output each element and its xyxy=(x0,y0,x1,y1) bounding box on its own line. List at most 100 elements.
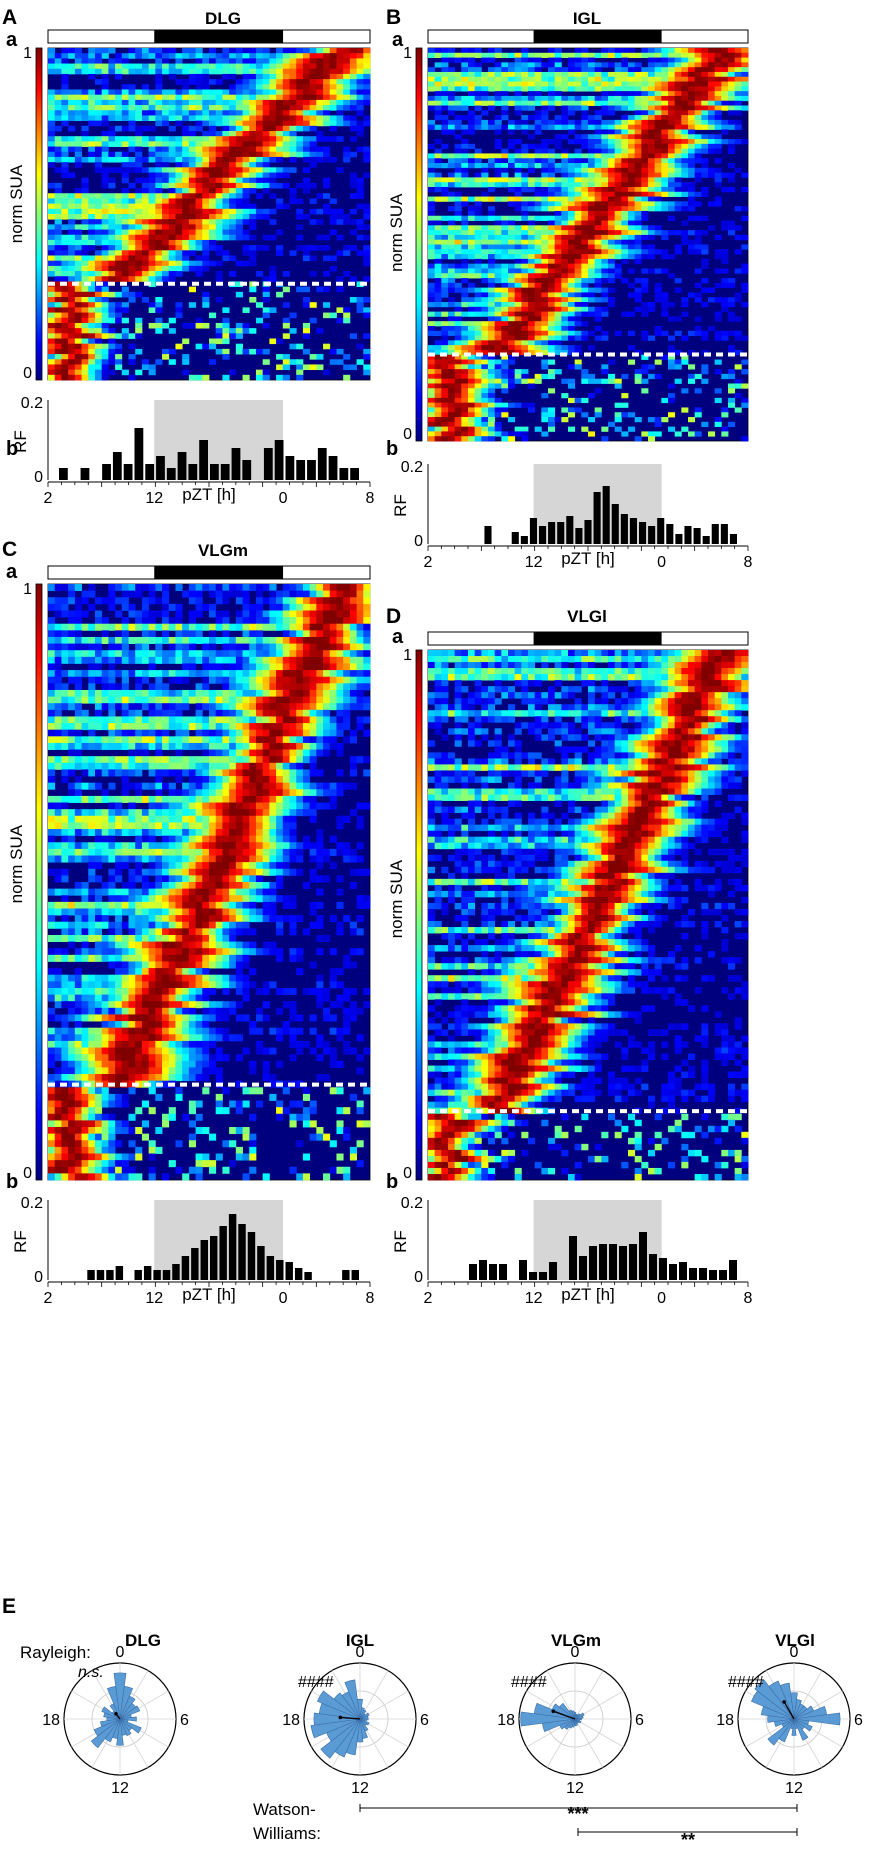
heatmap-cell xyxy=(728,110,736,116)
heatmap-cell xyxy=(215,584,223,592)
heatmap-cell xyxy=(108,105,116,111)
heatmap-cell xyxy=(594,287,602,293)
heatmap-cell xyxy=(121,105,129,111)
heatmap-cell xyxy=(694,167,702,174)
heatmap-cell xyxy=(88,99,96,106)
heatmap-cell xyxy=(323,597,331,605)
heatmap-cell xyxy=(721,426,729,432)
heatmap-cell xyxy=(195,193,203,199)
heatmap-cell xyxy=(289,597,297,605)
heatmap-cell xyxy=(721,81,729,87)
heatmap-cell xyxy=(694,177,702,183)
heatmap-cell xyxy=(108,265,116,272)
heatmap-cell xyxy=(269,338,277,345)
heatmap-cell xyxy=(468,163,476,169)
heatmap-cell xyxy=(588,191,596,197)
heatmap-row-B xyxy=(428,417,722,423)
heatmap-cell xyxy=(54,348,62,355)
heatmap-cell xyxy=(262,156,270,163)
heatmap-cell xyxy=(242,597,250,605)
heatmap-cell xyxy=(688,134,696,140)
heatmap-cell xyxy=(488,397,496,404)
heatmap-cell xyxy=(668,81,676,87)
heatmap-cell xyxy=(614,215,622,221)
heatmap-cell xyxy=(474,124,482,130)
heatmap-cell xyxy=(461,402,469,408)
heatmap-cell xyxy=(728,345,736,351)
heatmap-cell xyxy=(336,214,344,220)
heatmap-cell xyxy=(141,136,150,142)
heatmap-cell xyxy=(668,95,676,102)
heatmap-cell xyxy=(48,328,56,334)
heatmap-cell xyxy=(448,364,456,370)
heatmap-cell xyxy=(262,73,270,80)
heatmap-cell xyxy=(316,193,324,199)
heatmap-cell xyxy=(255,146,264,153)
heatmap-cell xyxy=(115,53,123,59)
heatmap-cell xyxy=(461,100,469,106)
heatmap-cell xyxy=(202,234,210,241)
heatmap-cell xyxy=(229,590,237,598)
heatmap-row-A xyxy=(48,364,371,371)
heatmap-cell xyxy=(162,265,170,272)
heatmap-cell xyxy=(309,597,317,605)
heatmap-cell xyxy=(222,255,230,262)
heatmap-cell xyxy=(594,95,602,102)
heatmap-cell xyxy=(343,99,351,106)
heatmap-cell xyxy=(48,120,56,127)
heatmap-cell xyxy=(474,100,482,106)
heatmap-cell xyxy=(448,402,456,408)
heatmap-cell xyxy=(316,131,324,137)
heatmap-cell xyxy=(554,234,562,241)
heatmap-cell xyxy=(474,206,482,212)
heatmap-cell xyxy=(534,273,542,279)
heatmap-cell xyxy=(309,182,317,189)
heatmap-cell xyxy=(554,417,562,423)
heatmap-cell xyxy=(329,79,337,85)
heatmap-cell xyxy=(175,193,183,199)
heatmap-cell xyxy=(608,373,616,380)
heatmap-cell xyxy=(714,421,722,428)
heatmap-cell xyxy=(641,230,649,236)
heatmap-cell xyxy=(249,79,257,85)
heatmap-cell xyxy=(688,206,696,212)
heatmap-cell xyxy=(162,250,170,256)
heatmap-cell xyxy=(708,225,716,231)
heatmap-cell xyxy=(521,182,529,188)
heatmap-cell xyxy=(574,62,582,68)
heatmap-cell xyxy=(734,124,742,130)
heatmap-cell xyxy=(81,141,89,147)
heatmap-cell xyxy=(349,364,357,371)
heatmap-cell xyxy=(594,206,602,212)
heatmap-cell xyxy=(561,196,569,202)
heatmap-cell xyxy=(668,191,676,197)
heatmap-cell xyxy=(654,373,662,380)
heatmap-cell xyxy=(101,131,109,137)
heatmap-cell xyxy=(468,182,476,188)
heatmap-cell xyxy=(202,99,210,106)
heatmap-cell xyxy=(621,57,629,63)
heatmap-cell xyxy=(448,282,456,289)
heatmap-cell xyxy=(148,167,156,173)
heatmap-cell xyxy=(521,86,529,92)
heatmap-cell xyxy=(581,115,589,121)
heatmap-cell xyxy=(661,206,669,212)
heatmap-cell xyxy=(54,271,62,277)
heatmap-cell xyxy=(262,276,270,282)
heatmap-cell xyxy=(48,105,56,111)
heatmap-row-A xyxy=(48,234,371,241)
heatmap-cell xyxy=(554,186,562,193)
heatmap-cell xyxy=(654,287,662,293)
heatmap-cell xyxy=(708,201,716,207)
heatmap-cell xyxy=(694,91,702,97)
heatmap-cell xyxy=(581,67,589,73)
heatmap-cell xyxy=(681,186,689,193)
heatmap-cell xyxy=(528,349,536,356)
heatmap-cell xyxy=(474,378,482,384)
heatmap-cell xyxy=(336,317,344,324)
heatmap-cell xyxy=(454,52,462,58)
heatmap-cell xyxy=(316,590,324,598)
heatmap-cell xyxy=(521,119,529,126)
heatmap-cell xyxy=(628,48,636,54)
heatmap-cell xyxy=(461,345,469,351)
